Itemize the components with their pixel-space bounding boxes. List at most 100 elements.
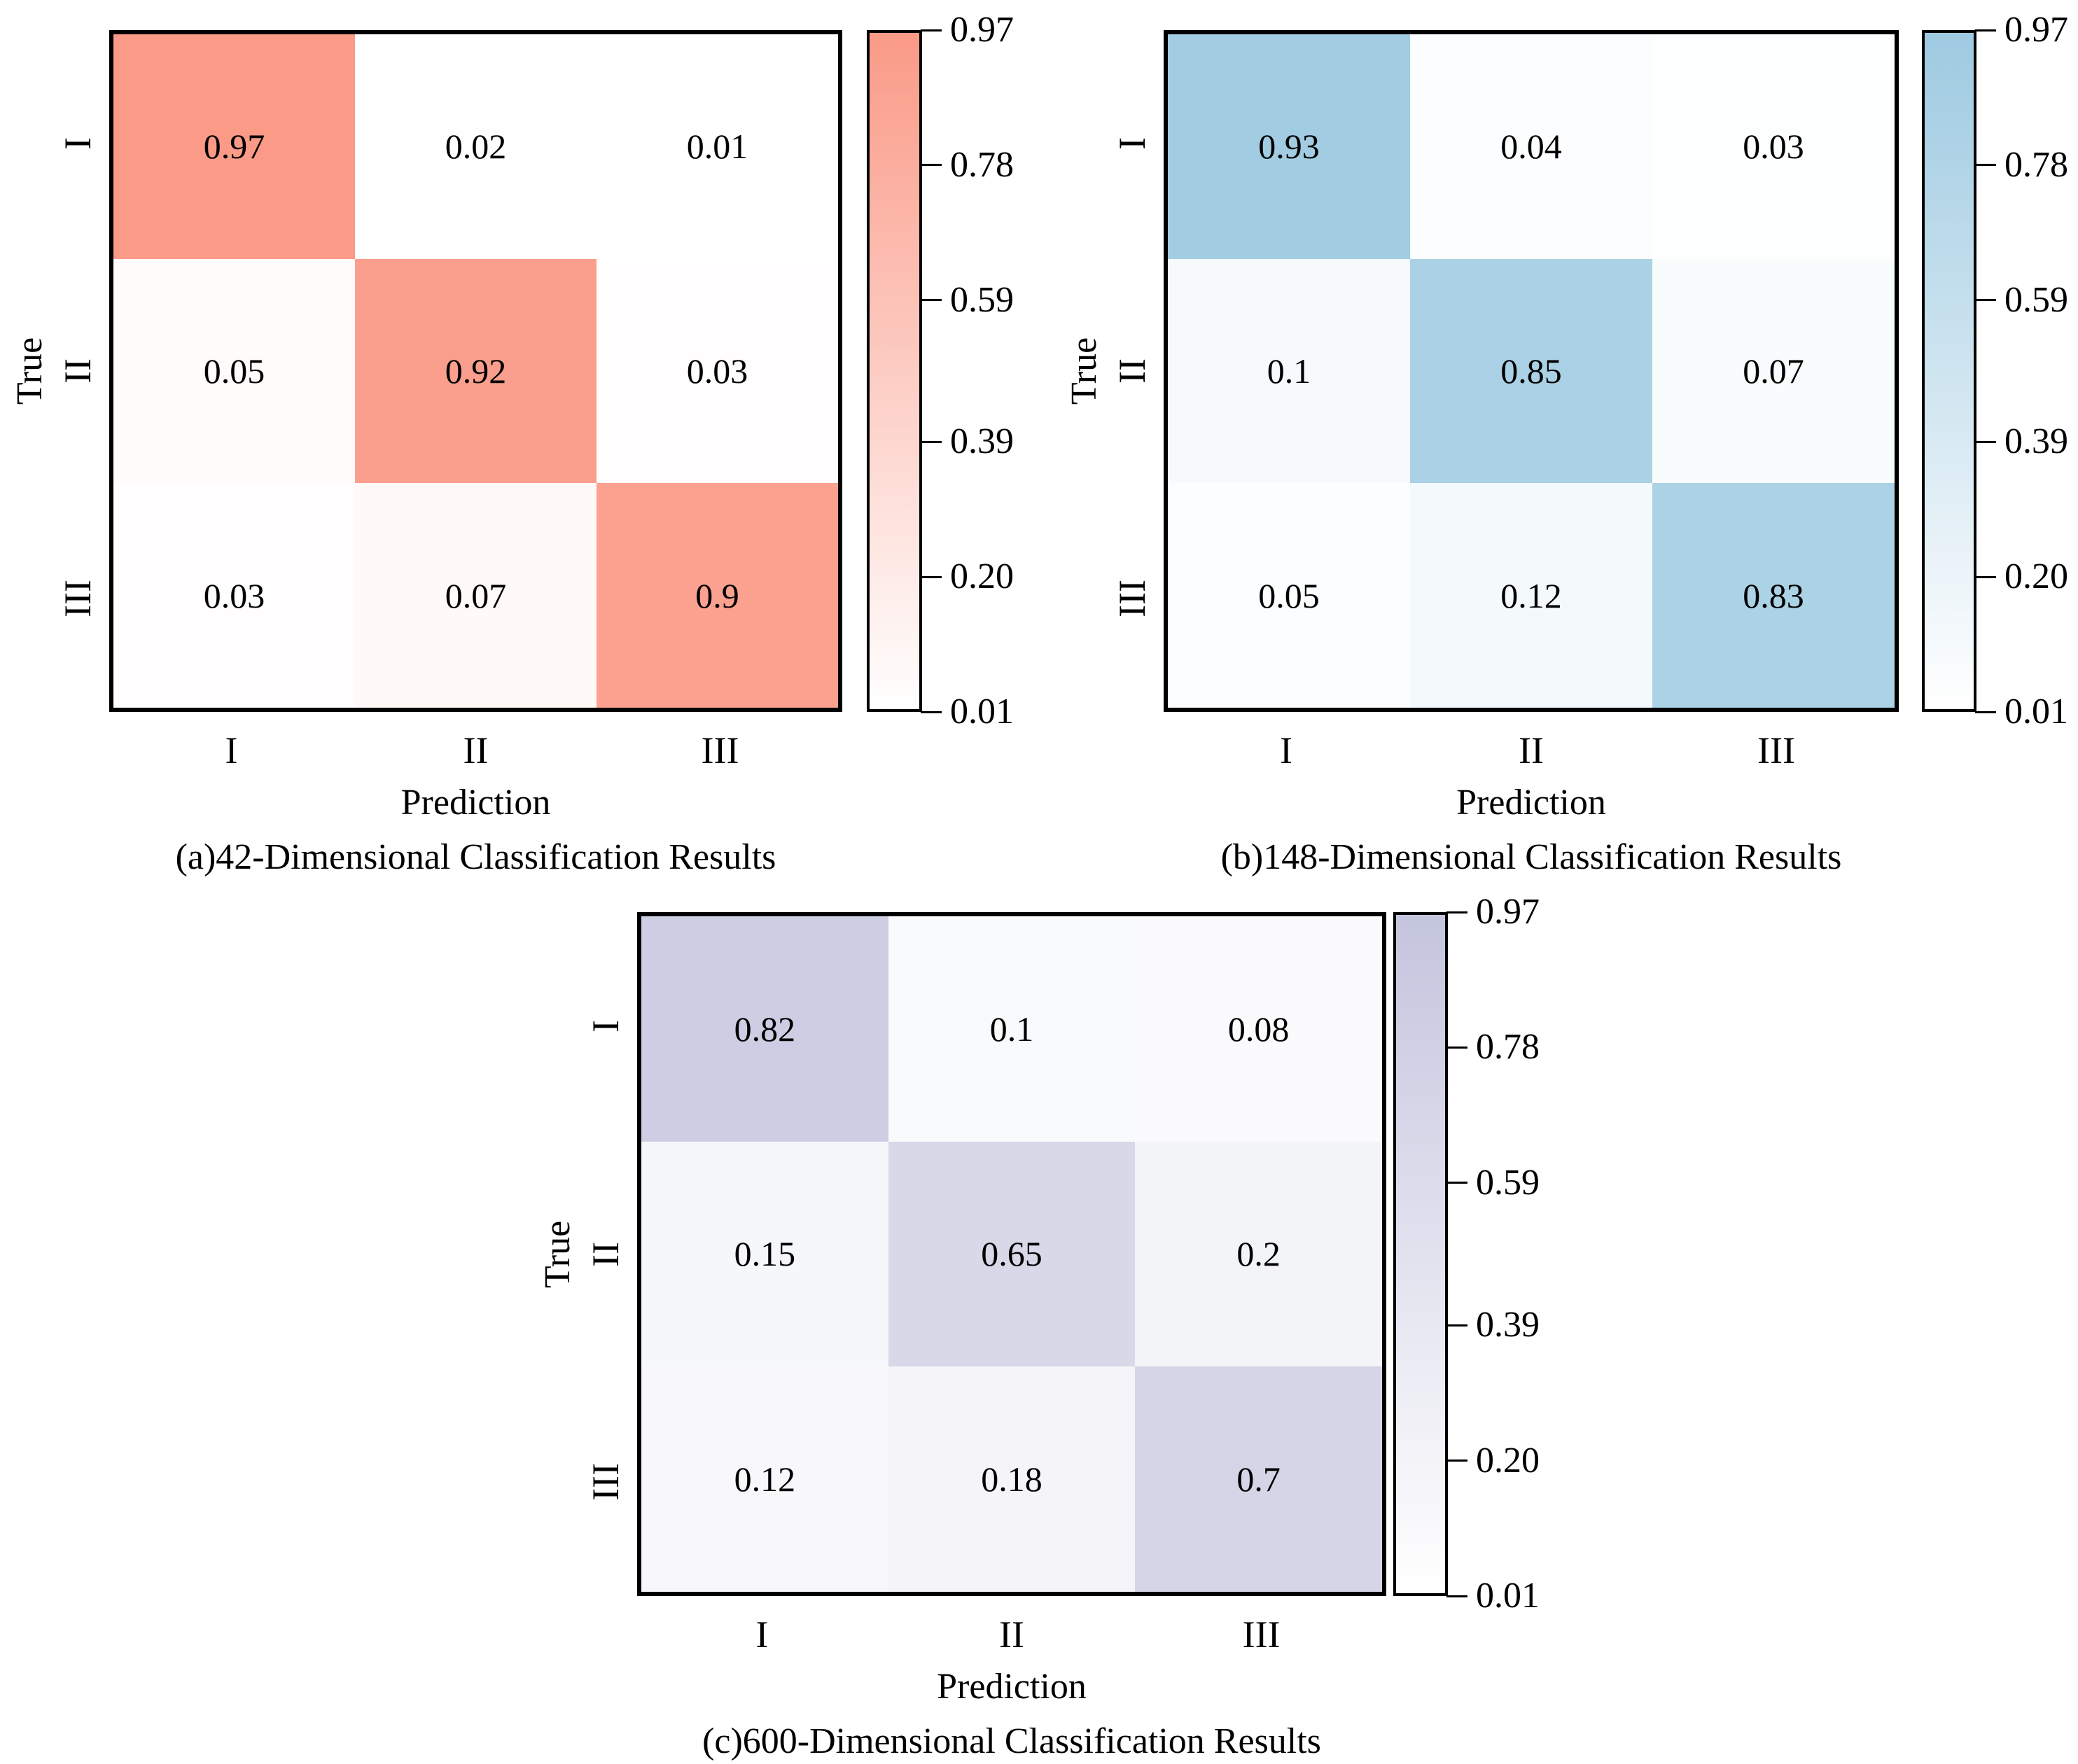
y-tick-label: III — [585, 1463, 627, 1502]
y-tick-label: II — [585, 1241, 627, 1267]
colorbar-tick-label: 0.01 — [1476, 1576, 1540, 1616]
panel-caption: (a)42-Dimensional Classification Results — [175, 837, 776, 877]
heatmap-cell: 0.82 — [641, 916, 888, 1142]
heatmap-cell: 0.97 — [113, 34, 355, 259]
y-axis-label: True — [538, 1220, 578, 1288]
heatmap-b: 0.93 0.04 0.03 0.1 0.85 0.07 0.05 0.12 0.83 — [1164, 30, 1899, 712]
x-tick-label: II — [1519, 729, 1544, 771]
colorbar — [1393, 912, 1448, 1596]
colorbar — [867, 30, 922, 712]
y-tick-label: II — [57, 358, 99, 384]
colorbar-tick — [921, 440, 942, 443]
colorbar-tick-label: 0.78 — [2004, 144, 2068, 185]
colorbar-tick-label: 0.97 — [950, 10, 1014, 50]
colorbar-tick-label: 0.39 — [2004, 421, 2068, 462]
x-axis-label: Prediction — [937, 1667, 1087, 1707]
colorbar-tick — [1975, 29, 1996, 31]
x-axis-label: Prediction — [400, 783, 551, 822]
colorbar-tick — [1975, 575, 1996, 578]
x-tick-label: I — [1280, 729, 1292, 771]
colorbar-tick — [921, 299, 942, 302]
heatmap-cell: 0.08 — [1135, 916, 1382, 1142]
colorbar-tick-label: 0.39 — [1476, 1305, 1540, 1345]
colorbar-tick-label: 0.01 — [2004, 692, 2068, 732]
heatmap-cell: 0.05 — [1168, 483, 1410, 708]
heatmap-cell: 0.03 — [1652, 34, 1895, 259]
colorbar-tick — [921, 29, 942, 31]
colorbar-tick-label: 0.20 — [2004, 556, 2068, 597]
colorbar-tick — [1975, 440, 1996, 443]
colorbar-tick-label: 0.59 — [950, 279, 1014, 320]
heatmap-cell: 0.93 — [1168, 34, 1410, 259]
y-tick-label: I — [57, 137, 99, 150]
x-tick-label: I — [755, 1614, 769, 1656]
colorbar-tick-label: 0.78 — [950, 144, 1014, 185]
heatmap-cell: 0.12 — [641, 1366, 888, 1592]
heatmap-cell: 0.01 — [597, 34, 838, 259]
colorbar-gradient — [870, 33, 919, 709]
colorbar-tick — [1446, 1595, 1467, 1597]
colorbar-tick-label: 0.78 — [1476, 1027, 1540, 1068]
heatmap-cell: 0.07 — [1652, 258, 1895, 484]
panel-caption: (c)600-Dimensional Classification Result… — [702, 1721, 1321, 1761]
y-tick-label: II — [1111, 358, 1153, 384]
colorbar-tick — [1446, 911, 1467, 913]
y-tick-label: I — [585, 1019, 627, 1032]
heatmap-cell: 0.12 — [1410, 483, 1652, 708]
y-axis-label: True — [1064, 337, 1104, 405]
colorbar-tick-label: 0.39 — [950, 421, 1014, 462]
colorbar-tick — [1446, 1182, 1467, 1184]
colorbar-tick-label: 0.59 — [1476, 1162, 1540, 1203]
y-tick-label: III — [57, 579, 99, 617]
colorbar-tick — [921, 710, 942, 713]
x-tick-label: III — [1757, 729, 1795, 771]
colorbar-tick-label: 0.01 — [950, 692, 1014, 732]
heatmap-cell: 0.03 — [113, 483, 355, 708]
heatmap-cell: 0.92 — [355, 258, 597, 484]
y-axis-label: True — [10, 337, 50, 405]
colorbar-tick-label: 0.97 — [2004, 10, 2068, 50]
x-tick-label: I — [225, 729, 238, 771]
colorbar — [1922, 30, 1976, 712]
colorbar-tick-label: 0.20 — [1476, 1440, 1540, 1480]
heatmap-cell: 0.05 — [113, 258, 355, 484]
x-tick-label: III — [1242, 1614, 1281, 1656]
heatmap-cell: 0.18 — [888, 1366, 1136, 1592]
colorbar-tick — [1446, 1046, 1467, 1049]
heatmap-cell: 0.02 — [355, 34, 597, 259]
colorbar-gradient — [1396, 915, 1445, 1593]
heatmap-a: 0.97 0.02 0.01 0.05 0.92 0.03 0.03 0.07 0.9 — [109, 30, 842, 712]
colorbar-tick — [1975, 710, 1996, 713]
heatmap-cell: 0.7 — [1135, 1366, 1382, 1592]
colorbar-tick-label: 0.59 — [2004, 279, 2068, 320]
y-tick-label: I — [1111, 137, 1153, 150]
heatmap-cell: 0.04 — [1410, 34, 1652, 259]
colorbar-tick — [1975, 299, 1996, 302]
colorbar-tick — [921, 164, 942, 167]
colorbar-tick — [1446, 1460, 1467, 1462]
heatmap-c: 0.82 0.1 0.08 0.15 0.65 0.2 0.12 0.18 0.7 — [637, 912, 1386, 1596]
heatmap-cell: 0.83 — [1652, 483, 1895, 708]
panel-caption: (b)148-Dimensional Classification Result… — [1220, 837, 1842, 877]
heatmap-cell: 0.03 — [597, 258, 838, 484]
colorbar-tick — [921, 575, 942, 578]
colorbar-tick-label: 0.97 — [1476, 892, 1540, 932]
heatmap-cell: 0.2 — [1135, 1141, 1382, 1367]
colorbar-tick — [1975, 164, 1996, 167]
colorbar-tick-label: 0.20 — [950, 556, 1014, 597]
x-tick-label: II — [999, 1614, 1024, 1656]
heatmap-cell: 0.9 — [597, 483, 838, 708]
heatmap-cell: 0.07 — [355, 483, 597, 708]
heatmap-cell: 0.85 — [1410, 258, 1652, 484]
heatmap-cell: 0.1 — [888, 916, 1136, 1142]
heatmap-cell: 0.1 — [1168, 258, 1410, 484]
heatmap-cell: 0.15 — [641, 1141, 888, 1367]
heatmap-cell: 0.65 — [888, 1141, 1136, 1367]
colorbar-tick — [1446, 1324, 1467, 1326]
x-tick-label: III — [701, 729, 739, 771]
y-tick-label: III — [1111, 579, 1153, 617]
